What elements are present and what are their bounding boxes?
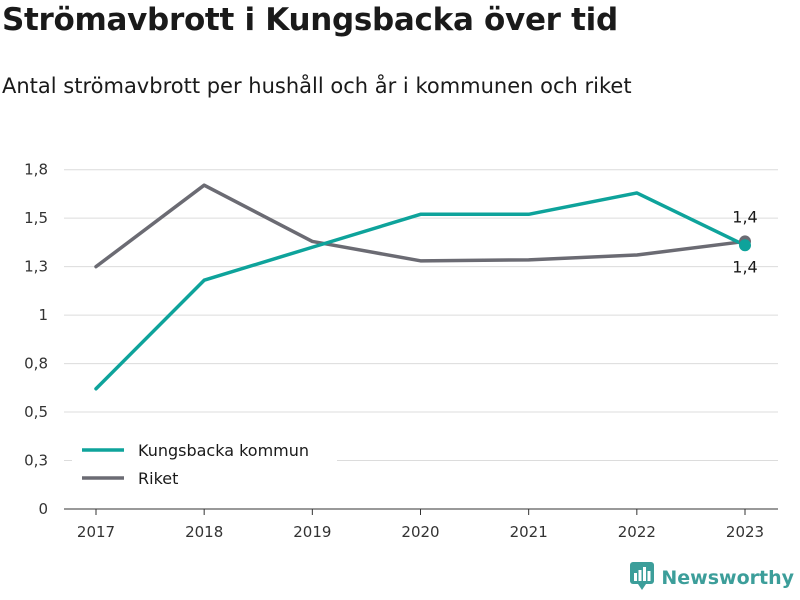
y-tick-label: 1,8 bbox=[24, 161, 48, 179]
brand-logo: Newsworthy bbox=[629, 561, 794, 595]
y-tick-label: 0,8 bbox=[24, 355, 48, 373]
end-value-label: 1,4 bbox=[732, 257, 757, 276]
x-tick-label: 2023 bbox=[726, 523, 764, 541]
series-line bbox=[94, 191, 747, 391]
x-tick-label: 2017 bbox=[77, 523, 115, 541]
legend-label: Riket bbox=[138, 469, 178, 488]
x-tick-label: 2022 bbox=[618, 523, 656, 541]
y-tick-label: 0,3 bbox=[24, 452, 48, 470]
x-tick-label: 2018 bbox=[185, 523, 223, 541]
x-tick-label: 2021 bbox=[510, 523, 548, 541]
end-value-label: 1,4 bbox=[732, 207, 757, 226]
y-tick-label: 1,3 bbox=[24, 258, 48, 276]
series-lines bbox=[94, 183, 747, 391]
y-tick-label: 1 bbox=[38, 306, 48, 324]
legend: Kungsbacka kommun Riket bbox=[72, 434, 337, 494]
x-tick-label: 2019 bbox=[293, 523, 331, 541]
y-tick-label: 0 bbox=[38, 500, 48, 518]
end-points bbox=[739, 235, 751, 252]
y-axis-tick-labels: 0 0,3 0,5 0,8 1 1,3 1,5 1,8 bbox=[24, 161, 48, 518]
y-tick-label: 1,5 bbox=[24, 209, 48, 227]
x-tick-label: 2020 bbox=[401, 523, 439, 541]
x-axis: 2017 2018 2019 2020 2021 2022 2023 bbox=[64, 508, 778, 541]
bar-chart-logo-icon bbox=[629, 561, 655, 595]
y-tick-label: 0,5 bbox=[24, 403, 48, 421]
legend-label: Kungsbacka kommun bbox=[138, 441, 309, 460]
chart-title: Strömavbrott i Kungsbacka över tid bbox=[2, 2, 618, 38]
series-line bbox=[94, 183, 747, 269]
series-end-point bbox=[739, 239, 751, 252]
end-labels: 1,4 1,4 bbox=[732, 207, 757, 276]
legend-background bbox=[72, 434, 337, 494]
chart-subtitle: Antal strömavbrott per hushåll och år i … bbox=[2, 74, 632, 98]
brand-name: Newsworthy bbox=[661, 567, 794, 589]
